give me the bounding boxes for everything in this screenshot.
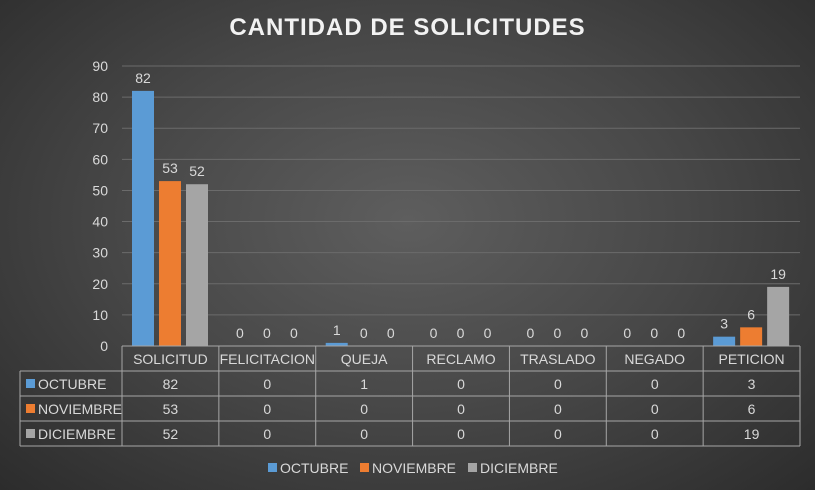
data-label: 82 (135, 70, 151, 86)
table-cell: 3 (748, 376, 756, 392)
data-label: 1 (333, 322, 341, 338)
category-label: PETICION (719, 351, 785, 367)
category-label: SOLICITUD (133, 351, 208, 367)
y-tick-label: 40 (92, 214, 108, 230)
legend-key (360, 463, 369, 472)
table-cell: 1 (360, 376, 368, 392)
legend-key (26, 379, 35, 388)
table-cell: 53 (163, 401, 179, 417)
table-cell: 0 (457, 426, 465, 442)
table-cell: 0 (554, 401, 562, 417)
data-label: 0 (430, 325, 438, 341)
table-cell: 0 (651, 426, 659, 442)
category-label: TRASLADO (520, 351, 596, 367)
data-label: 6 (747, 306, 755, 322)
y-tick-label: 30 (92, 245, 108, 261)
series-label: OCTUBRE (38, 376, 106, 392)
table-cell: 0 (263, 401, 271, 417)
table-cell: 82 (163, 376, 179, 392)
y-tick-label: 50 (92, 182, 108, 198)
data-label: 0 (650, 325, 658, 341)
bar-noviembre (159, 181, 181, 346)
y-tick-label: 20 (92, 276, 108, 292)
data-label: 0 (677, 325, 685, 341)
y-tick-label: 70 (92, 120, 108, 136)
data-label: 0 (290, 325, 298, 341)
legend-label: OCTUBRE (280, 460, 348, 476)
data-label: 3 (720, 316, 728, 332)
table-cell: 0 (263, 376, 271, 392)
category-label: QUEJA (341, 351, 388, 367)
table-cell: 0 (554, 376, 562, 392)
data-label: 0 (623, 325, 631, 341)
bar-noviembre (740, 327, 763, 346)
bar-octubre (325, 342, 348, 346)
bar-diciembre (186, 184, 208, 346)
table-cell: 0 (360, 401, 368, 417)
table-cell: 0 (457, 401, 465, 417)
bar-diciembre (767, 286, 790, 346)
chart-title: CANTIDAD DE SOLICITUDES (229, 14, 586, 41)
legend-key (468, 463, 477, 472)
legend-key (268, 463, 277, 472)
data-label: 0 (387, 325, 395, 341)
y-tick-label: 0 (100, 338, 108, 354)
y-tick-label: 10 (92, 307, 108, 323)
category-label: FELICITACION (220, 351, 315, 367)
table-cell: 19 (744, 426, 760, 442)
table-cell: 0 (651, 376, 659, 392)
table-cell: 0 (360, 426, 368, 442)
data-label: 0 (263, 325, 271, 341)
data-label: 0 (236, 325, 244, 341)
data-label: 19 (770, 266, 786, 282)
table-cell: 0 (554, 426, 562, 442)
y-tick-label: 90 (92, 58, 108, 74)
bar-octubre (713, 336, 736, 346)
y-tick-label: 80 (92, 89, 108, 105)
category-label: NEGADO (624, 351, 685, 367)
table-cell: 6 (748, 401, 756, 417)
table-cell: 0 (263, 426, 271, 442)
data-label: 52 (189, 163, 205, 179)
table-cell: 52 (163, 426, 179, 442)
data-label: 0 (360, 325, 368, 341)
category-label: RECLAMO (426, 351, 495, 367)
series-label: DICIEMBRE (38, 426, 116, 442)
data-label: 0 (554, 325, 562, 341)
bar-octubre (132, 90, 154, 346)
legend-key (26, 404, 35, 413)
legend-key (26, 429, 35, 438)
y-tick-label: 60 (92, 151, 108, 167)
legend-label: DICIEMBRE (480, 460, 558, 476)
data-label: 0 (457, 325, 465, 341)
table-cell: 0 (457, 376, 465, 392)
data-label: 0 (581, 325, 589, 341)
table-cell: 0 (651, 401, 659, 417)
series-label: NOVIEMBRE (38, 401, 122, 417)
data-label: 0 (527, 325, 535, 341)
data-label: 0 (484, 325, 492, 341)
data-label: 53 (162, 160, 178, 176)
legend-label: NOVIEMBRE (372, 460, 456, 476)
